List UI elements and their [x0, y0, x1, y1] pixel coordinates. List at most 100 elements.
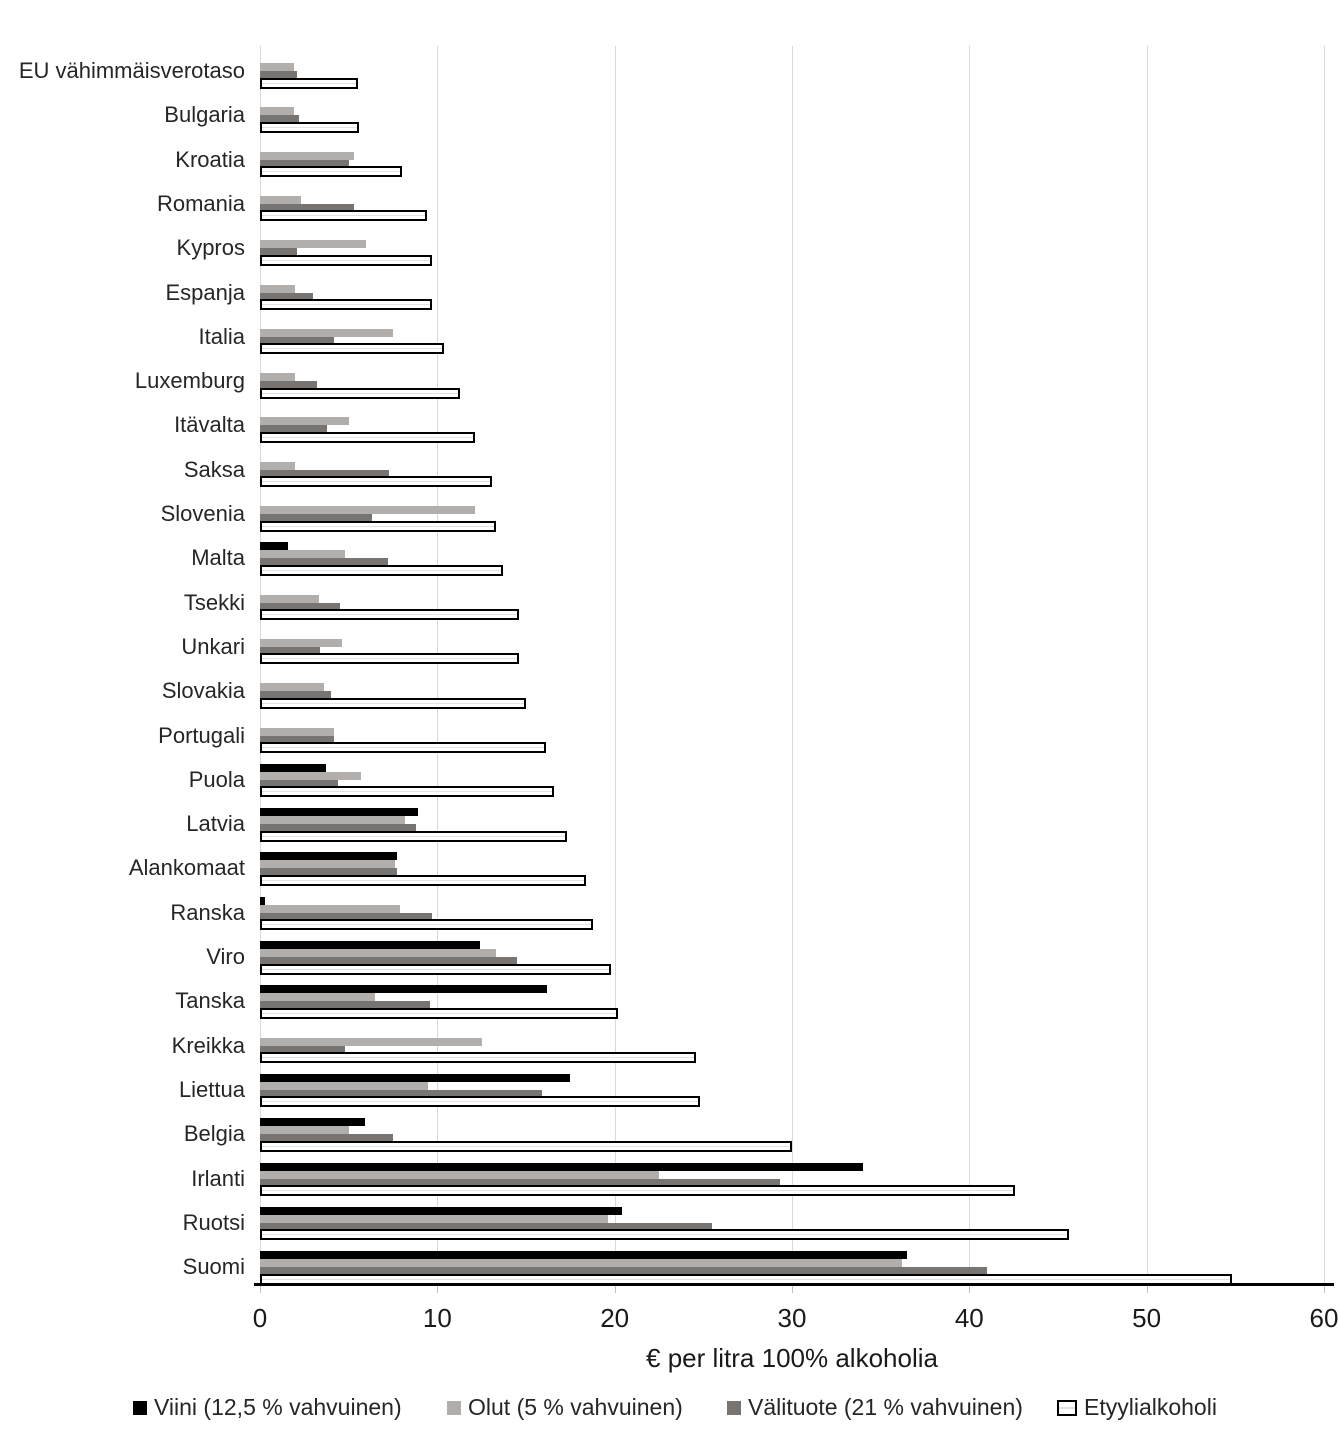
bar: [260, 919, 594, 931]
bar: [260, 248, 298, 257]
bar: [260, 779, 339, 788]
x-tick-label: 10: [422, 1303, 452, 1333]
category-label: Latvia: [186, 811, 245, 837]
bar: [260, 824, 417, 833]
axis-tick: [260, 1286, 261, 1293]
bar: [260, 852, 397, 861]
legend-marker-icon: [1057, 1399, 1077, 1416]
bar: [260, 461, 296, 470]
bar: [260, 1267, 988, 1276]
bar: [260, 602, 340, 611]
category-label: Puola: [188, 766, 245, 792]
legend-item: Viini (12,5 % vahvuinen): [133, 1394, 402, 1421]
bar: [260, 550, 346, 559]
bar: [260, 564, 503, 576]
category-label: Ruotsi: [182, 1209, 245, 1235]
x-tick-label: 60: [1309, 1303, 1339, 1333]
bar: [260, 697, 526, 709]
bar: [260, 874, 587, 886]
x-tick-label: 40: [954, 1303, 984, 1333]
category-label: Bulgaria: [164, 102, 245, 128]
bar: [260, 1162, 863, 1171]
bar: [260, 1096, 700, 1108]
bar: [260, 786, 555, 798]
category-label: EU vähimmäisverotaso: [18, 58, 245, 83]
bar: [260, 830, 567, 842]
bar: [260, 299, 432, 310]
legend-label: Etyylialkoholi: [1084, 1394, 1217, 1420]
bar: [260, 1229, 1069, 1241]
gridline: [614, 46, 616, 1283]
bar: [260, 1140, 792, 1152]
gridline: [791, 46, 793, 1283]
bar: [260, 63, 294, 71]
bar: [260, 1007, 619, 1019]
category-label: Slovakia: [161, 678, 245, 704]
bar: [260, 469, 390, 478]
category-label: Italia: [198, 323, 245, 349]
axis-tick: [791, 1286, 793, 1293]
category-label: Tsekki: [183, 589, 245, 615]
bar: [260, 1118, 365, 1127]
legend-label: Olut (5 % vahvuinen): [468, 1394, 683, 1420]
category-label: Portugali: [158, 722, 245, 748]
category-label: Luxemburg: [134, 368, 245, 394]
bar: [260, 727, 335, 736]
legend-marker-icon: [727, 1400, 741, 1415]
bar: [260, 166, 402, 178]
legend-marker-icon: [447, 1400, 461, 1415]
category-label: Unkari: [181, 633, 245, 659]
bar: [260, 808, 418, 817]
bar: [260, 520, 496, 532]
bar: [260, 896, 266, 905]
legend-item: Välituote (21 % vahvuinen): [727, 1394, 1023, 1421]
legend-label: Välituote (21 % vahvuinen): [748, 1394, 1023, 1420]
bar: [260, 387, 461, 399]
bar: [260, 1185, 1016, 1196]
bar: [260, 431, 475, 443]
category-label: Saksa: [183, 456, 245, 482]
bar: [260, 336, 335, 345]
bar: [260, 210, 427, 222]
bar: [260, 816, 406, 825]
category-label: Slovenia: [160, 501, 245, 526]
bar: [260, 941, 480, 949]
bar: [260, 1214, 608, 1223]
bar: [260, 328, 393, 337]
category-label: Espanja: [165, 279, 245, 305]
bar: [260, 240, 367, 249]
category-label: Malta: [191, 545, 245, 571]
bar: [260, 904, 401, 913]
bar: [260, 963, 612, 975]
bar: [260, 1206, 622, 1215]
bar: [260, 993, 376, 1002]
gridline: [437, 46, 439, 1283]
bar: [260, 683, 324, 692]
legend-item: Etyylialkoholi: [1057, 1394, 1217, 1421]
axis-tick: [1146, 1286, 1148, 1293]
x-tick-label: 20: [600, 1303, 630, 1333]
bar: [260, 121, 360, 133]
bar: [260, 284, 296, 293]
bar: [260, 514, 372, 522]
axis-tick: [437, 1286, 439, 1293]
legend-item: Olut (5 % vahvuinen): [447, 1394, 683, 1421]
x-tick-label: 50: [1132, 1303, 1162, 1333]
bar: [260, 115, 299, 124]
bar: [260, 912, 432, 921]
bar: [260, 159, 349, 168]
bar: [260, 476, 493, 488]
bar: [260, 381, 317, 390]
bar: [260, 1170, 659, 1179]
bar: [260, 558, 388, 567]
bar: [260, 763, 326, 772]
bar: [260, 107, 294, 116]
category-label: Alankomaat: [128, 855, 245, 881]
category-label: Belgia: [183, 1121, 245, 1147]
bar: [260, 506, 475, 514]
bar: [260, 373, 296, 382]
bar: [260, 691, 331, 700]
category-label: Kreikka: [171, 1032, 245, 1058]
legend-label: Viini (12,5 % vahvuinen): [154, 1394, 402, 1420]
